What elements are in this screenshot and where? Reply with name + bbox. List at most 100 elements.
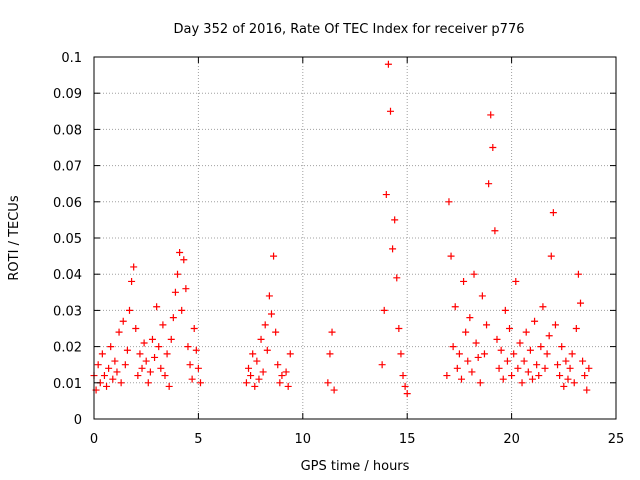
data-point	[541, 364, 549, 372]
y-tick-label: 0.05	[53, 232, 82, 247]
data-point	[272, 328, 280, 336]
data-point	[330, 386, 338, 394]
data-point	[113, 368, 121, 376]
data-point	[169, 314, 177, 322]
data-point	[516, 339, 524, 347]
data-point	[547, 252, 555, 260]
data-point	[128, 277, 136, 285]
data-point	[535, 372, 543, 380]
data-point	[449, 343, 457, 351]
data-point	[255, 375, 263, 383]
y-tick-label: 0.07	[53, 160, 82, 175]
data-point	[161, 372, 169, 380]
data-point	[445, 198, 453, 206]
data-point	[522, 328, 530, 336]
data-point	[562, 357, 570, 365]
data-point	[380, 306, 388, 314]
data-point	[572, 325, 580, 332]
x-tick-label: 5	[194, 432, 202, 447]
data-point	[284, 382, 292, 390]
data-point	[508, 372, 516, 380]
data-point	[326, 350, 334, 358]
data-point	[476, 379, 484, 387]
data-point	[176, 248, 184, 256]
data-point	[171, 288, 179, 296]
data-point	[570, 379, 578, 387]
data-point	[103, 382, 111, 390]
grid-lines	[94, 57, 616, 419]
x-tick-label: 15	[399, 432, 416, 447]
data-point	[503, 357, 511, 365]
data-point	[403, 390, 411, 398]
data-point	[549, 209, 557, 217]
data-point	[391, 216, 399, 224]
data-point	[487, 111, 495, 119]
data-point	[397, 350, 405, 358]
data-point	[531, 317, 539, 325]
data-point	[510, 350, 518, 358]
data-point	[399, 372, 407, 380]
data-point	[581, 372, 589, 380]
data-point	[545, 332, 553, 340]
data-point	[537, 343, 545, 351]
data-point	[186, 361, 194, 369]
data-point	[192, 346, 200, 354]
data-point	[270, 252, 278, 260]
data-point	[190, 325, 198, 332]
x-tick-label: 25	[608, 432, 625, 447]
data-point	[251, 382, 259, 390]
data-point	[451, 303, 459, 311]
data-point	[107, 343, 115, 351]
data-point	[257, 335, 265, 343]
data-point	[468, 368, 476, 376]
chart-title: Day 352 of 2016, Rate Of TEC Index for r…	[174, 22, 525, 37]
data-points	[90, 60, 593, 398]
data-point	[528, 375, 536, 383]
axis-ticks	[93, 56, 617, 420]
data-point	[558, 343, 566, 351]
data-point	[155, 343, 163, 351]
data-point	[184, 343, 192, 351]
data-point	[447, 252, 455, 260]
data-point	[247, 372, 255, 380]
data-point	[276, 379, 284, 387]
data-point	[111, 357, 119, 365]
data-point	[188, 375, 196, 383]
y-tick-labels: 0 0.01 0.02 0.03 0.04 0.05 0.06 0.07 0.08 0.09 0.1	[53, 51, 82, 428]
data-point	[577, 299, 585, 307]
data-point	[259, 368, 267, 376]
data-point	[384, 60, 392, 68]
data-point	[543, 350, 551, 358]
data-point	[153, 303, 161, 311]
data-point	[533, 361, 541, 369]
data-point	[466, 314, 474, 322]
data-point	[123, 346, 131, 354]
data-point	[242, 379, 250, 387]
data-point	[520, 357, 528, 365]
y-axis-label: ROTI / TECUs	[7, 195, 22, 280]
data-point	[151, 353, 159, 361]
data-point	[167, 335, 175, 343]
data-point	[174, 270, 182, 278]
x-tick-labels: 0 5 10 15 20 25	[90, 432, 624, 447]
x-tick-label: 10	[295, 432, 312, 447]
data-point	[136, 350, 144, 358]
data-point	[178, 306, 186, 314]
data-point	[142, 357, 150, 365]
data-point	[134, 372, 142, 380]
x-tick-label: 0	[90, 432, 98, 447]
data-point	[483, 321, 491, 329]
data-point	[148, 335, 156, 343]
data-point	[125, 306, 133, 314]
data-point	[564, 375, 572, 383]
data-point	[378, 361, 386, 369]
data-point	[163, 350, 171, 358]
data-point	[464, 357, 472, 365]
data-point	[568, 350, 576, 358]
data-point	[382, 191, 390, 199]
data-point	[491, 227, 499, 235]
data-point	[493, 335, 501, 343]
data-point	[263, 346, 271, 354]
data-point	[524, 368, 532, 376]
data-point	[485, 180, 493, 188]
